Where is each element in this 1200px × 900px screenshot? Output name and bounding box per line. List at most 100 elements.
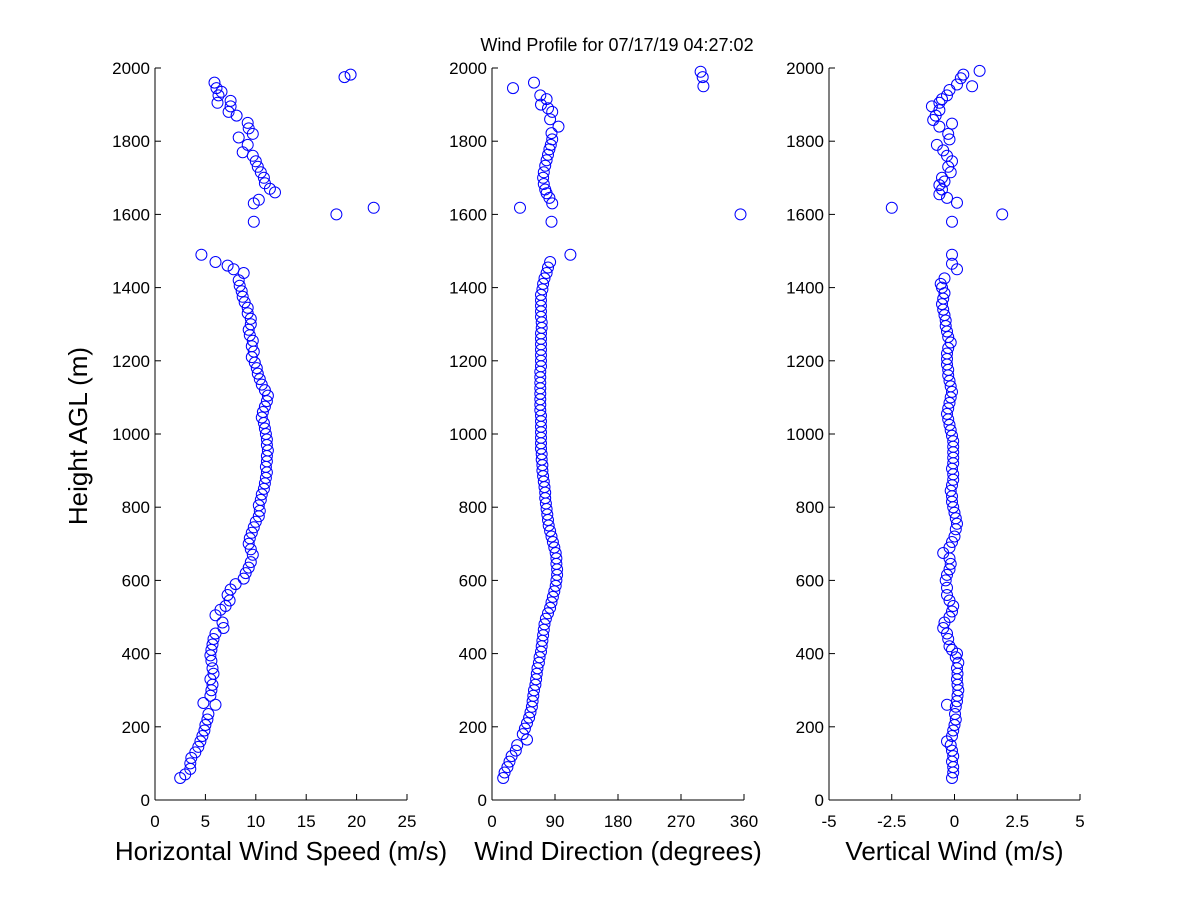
data-point [542, 261, 554, 274]
data-point [194, 735, 207, 748]
x-tick-label: 0 [487, 812, 496, 831]
y-tick-label: 1800 [786, 132, 824, 151]
data-point [236, 146, 249, 159]
y-tick-label: 1400 [786, 279, 824, 298]
data-point [545, 127, 558, 140]
data-point [208, 76, 221, 89]
data-point [938, 309, 951, 322]
data-point [949, 512, 962, 525]
data-point [209, 256, 222, 268]
data-point [545, 215, 558, 228]
y-tick-label: 0 [815, 791, 824, 810]
data-point [249, 155, 262, 168]
data-point [946, 605, 958, 618]
data-point [254, 166, 267, 179]
data-point [546, 536, 559, 548]
data-point [509, 744, 522, 757]
data-point [258, 400, 271, 413]
data-point [546, 197, 559, 210]
data-point [241, 116, 254, 129]
data-point [943, 611, 956, 623]
data-point [241, 307, 254, 320]
panel-1: 0 200 400 600 800 1000 1200 1400 1600 1800 2000 0 5 1… [112, 59, 447, 866]
data-point [973, 64, 986, 77]
data-point [954, 72, 967, 85]
data-point [528, 76, 540, 89]
data-point [238, 296, 251, 309]
data-point [501, 761, 514, 774]
data-point [946, 730, 958, 742]
data-point [942, 127, 955, 140]
y-tick-label: 1200 [112, 352, 150, 371]
data-point [254, 493, 267, 506]
y-tick-label: 400 [122, 645, 150, 664]
data-point [538, 618, 551, 631]
data-point [338, 71, 351, 84]
data-point [344, 68, 357, 81]
y-tick-label: 1600 [786, 205, 824, 224]
data-point [549, 547, 562, 559]
data-point [944, 557, 957, 570]
data-point [949, 708, 961, 720]
data-point [261, 389, 274, 402]
data-point [199, 719, 212, 731]
data-point [251, 367, 264, 380]
data-point [255, 488, 268, 501]
data-point [239, 567, 252, 580]
data-point [936, 171, 948, 184]
y-tick-label: 400 [459, 645, 487, 664]
data-point [546, 133, 559, 146]
data-point [207, 633, 220, 645]
data-point [951, 78, 963, 91]
y-tick-label: 400 [796, 645, 824, 664]
data-point [514, 201, 526, 214]
series-points [885, 64, 1009, 784]
data-point [255, 378, 268, 391]
data-point [247, 215, 260, 228]
data-point [941, 589, 953, 601]
data-point [221, 259, 234, 272]
data-point [201, 713, 214, 726]
data-point [539, 612, 552, 625]
x-tick-label: 0 [950, 812, 959, 831]
data-point [544, 113, 557, 126]
data-point [537, 277, 550, 290]
y-tick-label: 1000 [786, 425, 824, 444]
y-tick-label: 600 [122, 571, 150, 590]
data-point [241, 301, 254, 314]
data-point [944, 336, 957, 349]
data-point [518, 722, 531, 735]
data-point [943, 396, 956, 409]
y-tick-label: 1200 [449, 352, 487, 371]
data-point [996, 208, 1009, 221]
x-tick-label: 270 [667, 812, 695, 831]
series-points [174, 68, 380, 784]
data-point [941, 568, 953, 581]
data-point [252, 193, 265, 206]
data-point [197, 697, 210, 709]
y-tick-label: 1400 [112, 279, 150, 298]
y-tick-label: 1600 [449, 205, 487, 224]
data-point [246, 334, 259, 347]
data-point [538, 272, 551, 285]
data-point [939, 574, 952, 587]
data-point [938, 272, 951, 285]
data-point [947, 724, 960, 737]
data-point [946, 117, 958, 130]
y-tick-label: 200 [796, 718, 824, 737]
data-point [257, 171, 270, 184]
x-tick-label: 90 [546, 812, 565, 831]
x-tick-label: 15 [297, 812, 316, 831]
data-point [930, 138, 943, 151]
data-point [189, 746, 202, 759]
data-point [206, 638, 219, 651]
data-point [237, 267, 250, 279]
data-point [521, 717, 533, 730]
data-point [503, 755, 516, 768]
data-point [245, 526, 258, 539]
x-tick-label: -5 [821, 812, 836, 831]
y-tick-label: 1000 [112, 425, 150, 444]
data-point [925, 100, 938, 113]
